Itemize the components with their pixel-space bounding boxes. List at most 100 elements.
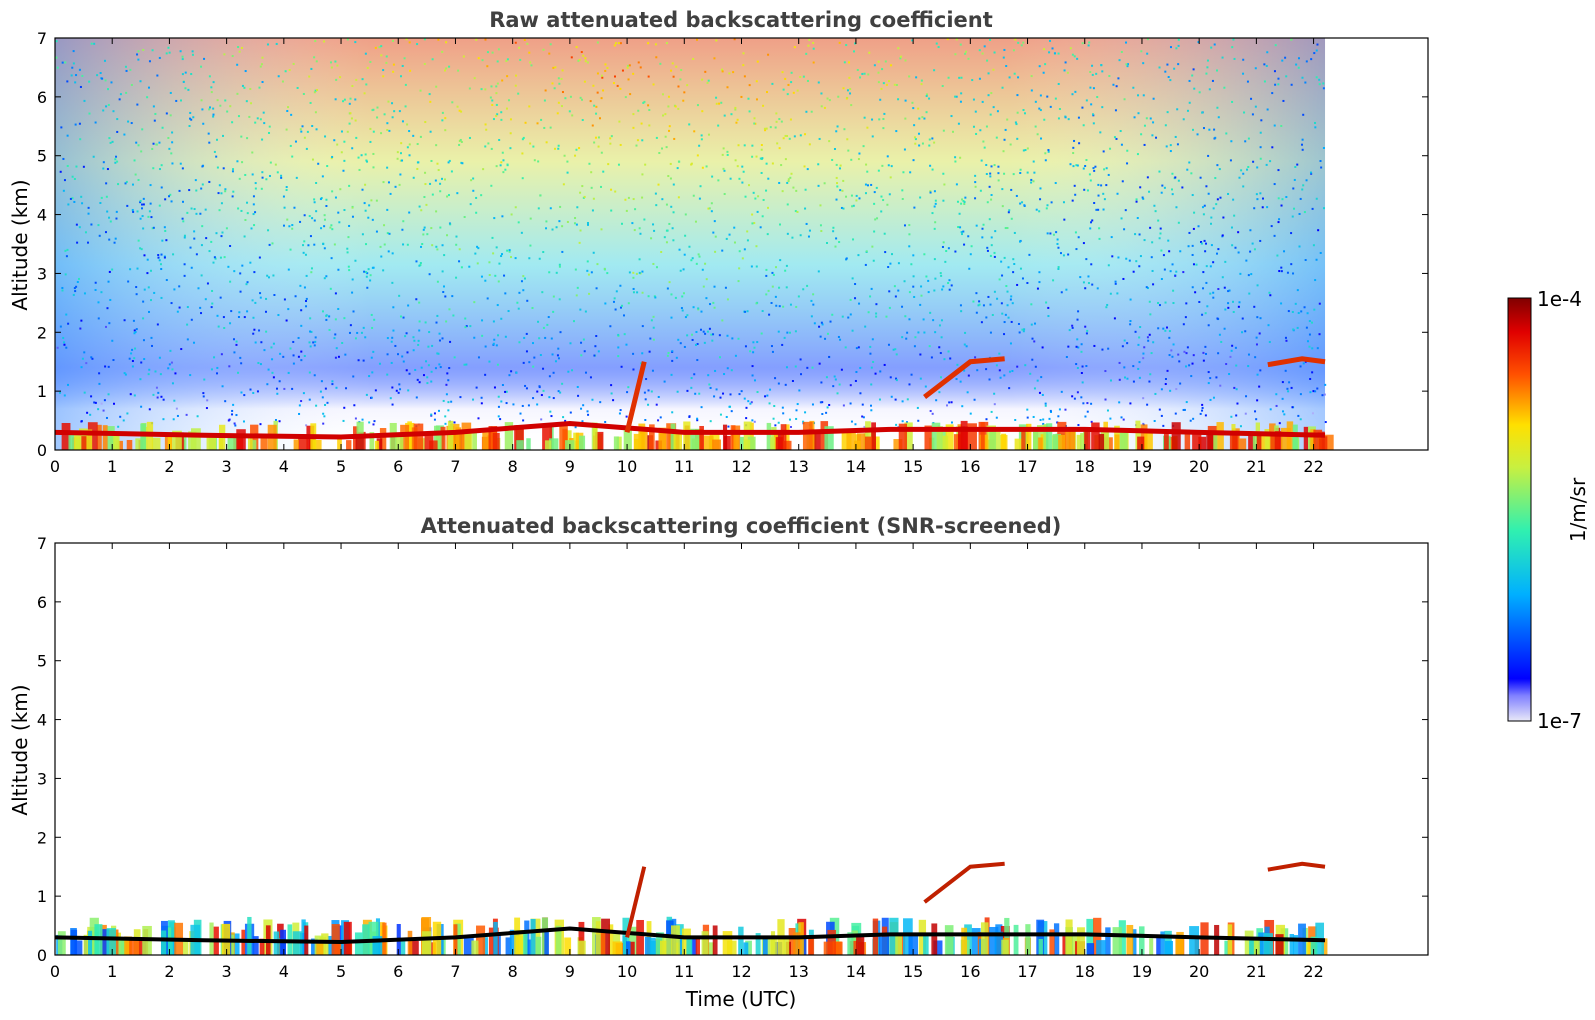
panel2-frame [54,542,1429,956]
screened-column [1176,931,1184,955]
noise-pixel [749,350,752,353]
cloud-feature-line [923,356,1005,400]
noise-pixel [714,369,717,372]
noise-pixel [66,248,69,251]
noise-pixel [399,173,402,176]
noise-pixel [108,137,111,140]
noise-pixel [497,415,500,418]
noise-pixel [92,155,95,158]
noise-pixel [1223,86,1226,89]
noise-pixel [268,131,271,134]
noise-pixel [390,340,393,343]
noise-pixel [987,295,990,298]
noise-pixel [1023,112,1026,115]
noise-pixel [591,124,594,127]
noise-pixel [554,360,557,363]
aerosol-column [1310,429,1316,450]
noise-pixel [265,178,268,181]
aerosol-column [854,440,861,450]
noise-pixel [745,417,748,420]
noise-pixel [1291,406,1294,409]
noise-pixel [557,147,560,150]
x-tick-label: 15 [903,457,923,476]
noise-pixel [1191,253,1194,256]
noise-pixel [514,41,517,44]
screened-column [523,933,528,955]
noise-pixel [1285,75,1288,78]
noise-pixel [691,333,694,336]
noise-pixel [1265,163,1268,166]
noise-pixel [561,69,564,72]
noise-pixel [558,263,561,266]
noise-pixel [1304,360,1307,363]
noise-pixel [213,356,216,359]
noise-pixel [1193,87,1196,90]
noise-pixel [1252,160,1255,163]
noise-pixel [818,362,821,365]
noise-pixel [978,77,981,80]
noise-pixel [717,124,720,127]
noise-pixel [1243,111,1246,114]
noise-pixel [536,403,539,406]
noise-pixel [906,331,909,334]
noise-pixel [505,402,508,405]
noise-pixel [665,229,668,232]
x-tick-label: 18 [1075,457,1095,476]
noise-pixel [542,389,545,392]
noise-pixel [1232,300,1235,303]
noise-pixel [1204,352,1207,355]
noise-pixel [831,313,834,316]
noise-pixel [1118,378,1121,381]
noise-pixel [1196,133,1199,136]
noise-pixel [242,420,245,423]
noise-pixel [304,253,307,256]
noise-pixel [1064,115,1067,118]
noise-pixel [1009,143,1012,146]
noise-pixel [160,296,163,299]
noise-pixel [107,103,110,106]
noise-pixel [497,395,500,398]
noise-pixel [1158,170,1161,173]
noise-pixel [205,407,208,410]
noise-pixel [761,157,764,160]
noise-pixel [1075,363,1078,366]
noise-pixel [577,394,580,397]
noise-pixel [281,80,284,83]
noise-pixel [838,167,841,170]
noise-pixel [743,75,746,78]
noise-pixel [254,187,257,190]
noise-pixel [1069,163,1072,166]
noise-pixel [643,100,646,103]
panel2-ylabel: Altitude (km) [8,684,32,815]
noise-pixel [115,217,118,220]
noise-pixel [545,141,548,144]
noise-pixel [1185,401,1188,404]
noise-pixel [543,99,546,102]
noise-pixel [539,354,542,357]
noise-pixel [251,173,254,176]
noise-pixel [799,75,802,78]
noise-pixel [1229,159,1232,162]
aerosol-column [68,431,74,450]
noise-pixel [1039,94,1042,97]
noise-pixel [398,294,401,297]
noise-pixel [681,295,684,298]
panel1-title: Raw attenuated backscattering coefficien… [489,8,993,32]
noise-pixel [778,286,781,289]
noise-pixel [349,97,352,100]
noise-pixel [1049,105,1052,108]
noise-pixel [172,253,175,256]
noise-pixel [1274,83,1277,86]
noise-pixel [501,151,504,154]
noise-pixel [160,253,163,256]
aerosol-column [559,423,568,450]
noise-pixel [1273,124,1276,127]
colorbar-max-label: 1e-4 [1537,287,1582,311]
noise-pixel [854,42,857,45]
noise-pixel [463,216,466,219]
noise-pixel [1134,233,1137,236]
noise-pixel [813,322,816,325]
noise-pixel [1168,250,1171,253]
noise-pixel [751,365,754,368]
y-tick-label: 4 [37,711,47,730]
